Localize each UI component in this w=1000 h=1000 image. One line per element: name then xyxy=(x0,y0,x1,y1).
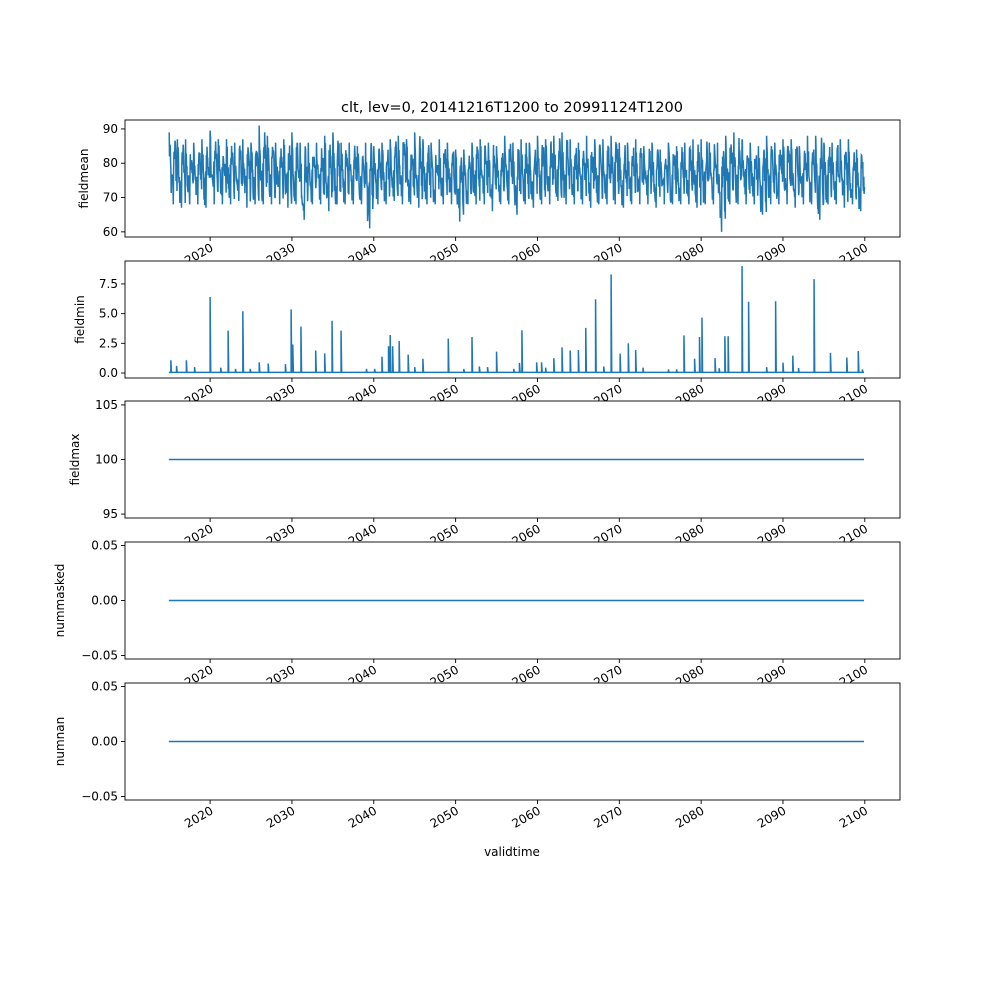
chart-title: clt, lev=0, 20141216T1200 to 20991124T12… xyxy=(341,100,683,116)
y-tick-label: 0.05 xyxy=(91,680,118,694)
y-tick-label: −0.05 xyxy=(81,648,118,662)
axes-frame xyxy=(124,119,901,238)
y-tick-label: 95 xyxy=(103,507,118,521)
y-tick-label: 0.00 xyxy=(91,735,118,749)
axes-frame xyxy=(124,260,901,379)
y-axis-label: fieldmean xyxy=(77,149,91,209)
y-tick-label: −0.05 xyxy=(81,789,118,803)
axes-background xyxy=(125,261,900,378)
y-tick-label: 105 xyxy=(95,398,118,412)
y-tick-label: 0.00 xyxy=(91,594,118,608)
y-axis-label: numnan xyxy=(53,717,67,766)
y-axis-label: fieldmin xyxy=(73,295,87,344)
y-tick-label: 80 xyxy=(103,156,118,170)
y-axis-label: fieldmax xyxy=(68,433,82,485)
y-tick-label: 0.05 xyxy=(91,539,118,553)
series-line-fieldmean xyxy=(168,125,866,232)
y-tick-label: 90 xyxy=(103,122,118,136)
x-axis-label: validtime xyxy=(484,845,540,859)
y-axis-label: nummasked xyxy=(53,564,67,638)
y-tick-label: 5.0 xyxy=(99,307,118,321)
y-tick-label: 60 xyxy=(103,225,118,239)
series-line-fieldmin xyxy=(168,266,864,374)
y-tick-label: 2.5 xyxy=(99,336,118,350)
y-tick-label: 0.0 xyxy=(99,366,118,380)
y-tick-label: 100 xyxy=(95,453,118,467)
y-tick-label: 7.5 xyxy=(99,277,118,291)
y-tick-label: 70 xyxy=(103,191,118,205)
